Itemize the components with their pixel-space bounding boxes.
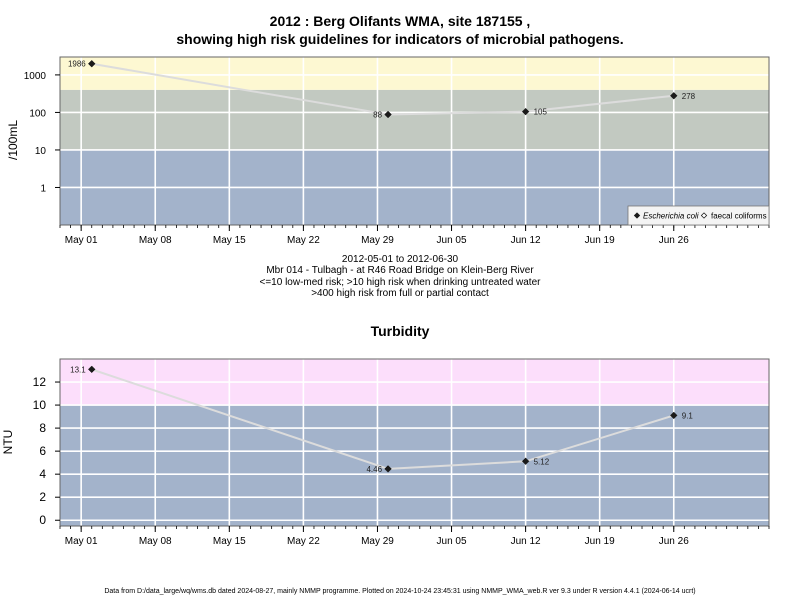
turbidity-x-tick-label: Jun 12 bbox=[511, 536, 541, 547]
microbial-x-tick-label: Jun 26 bbox=[659, 235, 689, 246]
turbidity-plot-frame bbox=[59, 358, 770, 527]
microbial-x-tick-label: Jun 05 bbox=[437, 235, 467, 246]
chart-title-line1: 2012 : Berg Olifants WMA, site 187155 , bbox=[269, 13, 531, 29]
microbial-data-point bbox=[670, 92, 678, 100]
microbial-data-point bbox=[87, 59, 96, 68]
turbidity-data-label: 4.46 bbox=[366, 465, 382, 474]
footer-note: Data from D:/data_large/wq/wms.db dated … bbox=[104, 588, 696, 595]
chart-title-line2: showing high risk guidelines for indicat… bbox=[176, 31, 624, 47]
turbidity-y-tick-label: 12 bbox=[33, 375, 47, 389]
microbial-data-label: 88 bbox=[373, 111, 382, 120]
microbial-y-tick-label: 10 bbox=[35, 146, 47, 157]
turbidity-x-tick-label: May 22 bbox=[287, 536, 320, 547]
risk-caption-drinking: <=10 low-med risk; >10 high risk when dr… bbox=[259, 277, 541, 288]
turbidity-data-label: 9.1 bbox=[682, 411, 694, 420]
microbial-legend-marker-0 bbox=[633, 212, 641, 219]
microbial-data-label: 278 bbox=[682, 92, 696, 101]
microbial-x-tick-label: May 29 bbox=[361, 235, 394, 246]
risk-caption-contact: >400 high risk from full or partial cont… bbox=[311, 288, 489, 299]
microbial-plot-frame bbox=[59, 56, 770, 226]
turbidity-x-tick-label: May 08 bbox=[139, 536, 172, 547]
microbial-y-tick-label: 1 bbox=[40, 183, 46, 194]
microbial-data-label: 105 bbox=[534, 108, 548, 117]
turbidity-y-tick-label: 6 bbox=[39, 444, 46, 458]
microbial-x-tick-label: May 22 bbox=[287, 235, 320, 246]
turbidity-y-tick-label: 4 bbox=[39, 467, 46, 481]
turbidity-chart-title: Turbidity bbox=[370, 323, 430, 339]
turbidity-risk-band-0 bbox=[60, 405, 769, 526]
microbial-x-tick-label: Jun 19 bbox=[585, 235, 615, 246]
microbial-y-tick-label: 100 bbox=[29, 108, 46, 119]
turbidity-data-point bbox=[87, 365, 96, 374]
microbial-x-tick-label: May 01 bbox=[65, 235, 98, 246]
turbidity-y-tick-label: 2 bbox=[39, 490, 46, 504]
microbial-x-tick-label: Jun 12 bbox=[511, 235, 541, 246]
turbidity-data-label: 5.12 bbox=[534, 457, 550, 466]
turbidity-x-tick-label: Jun 26 bbox=[659, 536, 689, 547]
turbidity-y-tick-label: 0 bbox=[39, 513, 46, 527]
turbidity-x-tick-label: May 01 bbox=[65, 536, 98, 547]
turbidity-x-tick-label: Jun 19 bbox=[585, 536, 615, 547]
microbial-y-tick-label: 1000 bbox=[24, 71, 47, 82]
microbial-legend-marker-1 bbox=[700, 212, 708, 219]
microbial-x-tick-label: May 08 bbox=[139, 235, 172, 246]
turbidity-x-tick-label: May 15 bbox=[213, 536, 246, 547]
site-caption: Mbr 014 - Tulbagh - at R46 Road Bridge o… bbox=[266, 265, 534, 276]
microbial-legend-box bbox=[627, 205, 770, 226]
microbial-data-label: 1986 bbox=[68, 60, 86, 69]
turbidity-series-line-0 bbox=[91, 368, 675, 470]
microbial-legend-label-1: faecal coliforms bbox=[711, 212, 767, 221]
turbidity-y-tick-label: 8 bbox=[39, 421, 46, 435]
turbidity-x-tick-label: Jun 05 bbox=[437, 536, 467, 547]
turbidity-data-point bbox=[521, 457, 530, 466]
microbial-risk-band-1 bbox=[60, 89, 769, 150]
turbidity-data-point bbox=[670, 411, 678, 420]
turbidity-data-label: 13.1 bbox=[70, 365, 86, 374]
microbial-x-tick-label: May 15 bbox=[213, 235, 246, 246]
microbial-data-point bbox=[384, 110, 392, 119]
microbial-risk-band-2 bbox=[60, 57, 769, 90]
turbidity-y-tick-label: 10 bbox=[33, 398, 47, 412]
turbidity-data-point bbox=[384, 465, 392, 473]
date-range-caption: 2012-05-01 to 2012-06-30 bbox=[341, 254, 459, 265]
microbial-legend-label-0: Escherichia coli bbox=[643, 212, 699, 221]
microbial-data-point bbox=[521, 107, 530, 116]
microbial-series-line-0 bbox=[91, 62, 674, 116]
turbidity-x-tick-label: May 29 bbox=[361, 536, 394, 547]
